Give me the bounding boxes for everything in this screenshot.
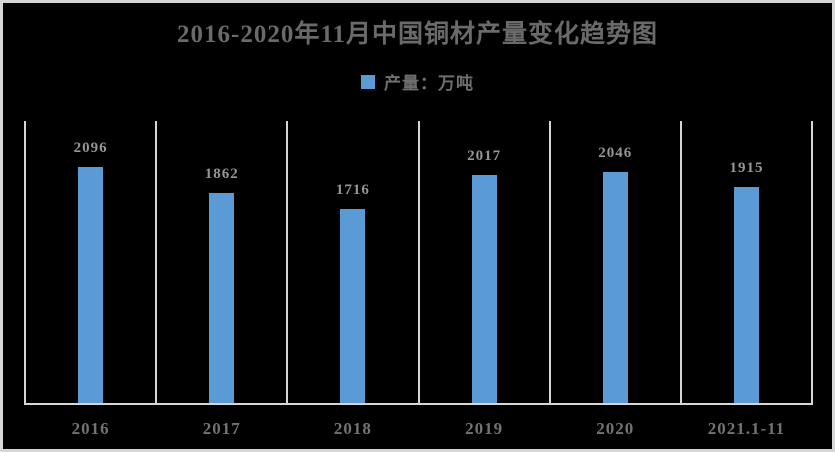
chart-title: 2016-2020年11月中国铜材产量变化趋势图 bbox=[177, 21, 658, 48]
bar-group: 1862 2017 bbox=[155, 121, 286, 438]
bar-value-label: 2046 bbox=[598, 145, 633, 162]
bar bbox=[78, 166, 104, 403]
legend-swatch-icon bbox=[361, 74, 375, 89]
bar-value-label: 1716 bbox=[335, 182, 370, 199]
bar-value-label: 1915 bbox=[729, 160, 764, 176]
x-axis-label: 2020 bbox=[596, 419, 635, 438]
plot-area: 2096 2016 1862 2017 1716 2018 2017 2019 … bbox=[24, 121, 813, 438]
bar-group: 2096 2016 bbox=[24, 121, 155, 438]
bar bbox=[471, 175, 497, 403]
bar-group: 2046 2020 bbox=[548, 121, 680, 438]
bar-group: 2017 2019 bbox=[417, 121, 549, 438]
x-axis-label: 2021.1-11 bbox=[707, 419, 786, 438]
x-axis-label: 2016 bbox=[71, 419, 110, 438]
bar-group: 1915 2021.1-11 bbox=[679, 121, 811, 438]
legend-label: 产量：万吨 bbox=[384, 74, 474, 93]
bar-value-label: 2017 bbox=[467, 148, 502, 165]
bar bbox=[733, 187, 759, 403]
bar bbox=[602, 172, 628, 403]
bar-value-label: 2096 bbox=[73, 139, 108, 156]
bar bbox=[340, 209, 366, 403]
bar-group: 1716 2018 bbox=[286, 121, 417, 438]
bar-value-label: 1862 bbox=[204, 165, 239, 182]
bar bbox=[209, 192, 235, 403]
legend: 产量：万吨 bbox=[3, 69, 832, 94]
x-axis-label: 2018 bbox=[333, 419, 372, 438]
x-axis-label: 2017 bbox=[202, 419, 241, 438]
x-axis-label: 2019 bbox=[465, 419, 504, 438]
